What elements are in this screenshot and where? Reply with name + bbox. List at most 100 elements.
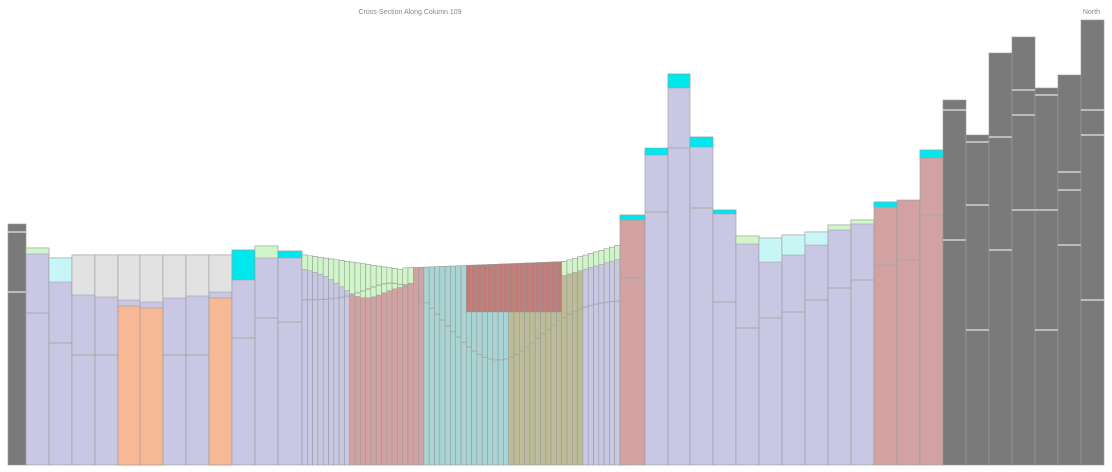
cell [598,250,605,466]
cell-band [919,149,944,159]
cell-band [603,248,610,264]
cell-band [471,264,478,313]
cell-band [735,235,760,245]
cell-band [307,255,313,271]
cell-band [402,267,409,285]
cell-band [572,258,578,273]
cell [386,267,393,466]
cell [689,136,714,466]
cell [1057,74,1082,466]
cell [418,266,425,466]
cell-band [513,263,520,313]
cell [577,256,584,466]
cell-band [609,246,615,262]
cell-band [71,254,96,296]
cell [450,265,456,466]
cell-band [598,250,605,265]
cell-band [758,237,783,263]
cell-band [587,253,594,268]
cell-band [354,262,361,297]
cell-band [667,73,691,89]
cell [117,305,142,466]
cell [7,223,27,466]
cell-band [545,261,552,313]
cell-band [497,263,504,313]
cell-band [524,262,531,313]
model-columns [7,19,1105,466]
cell-band [117,254,142,301]
cell [423,266,430,466]
cell [322,257,329,466]
cell-band [529,262,536,313]
cell [587,253,594,466]
cell [428,266,435,466]
cell-band [619,214,646,221]
cell-band [561,261,568,276]
cell-band [712,209,737,215]
cell [412,267,419,466]
cell-band [781,234,806,256]
cell [444,265,451,466]
cell-band [208,254,233,293]
cell [1034,87,1059,466]
cell [758,237,783,466]
cell-band [322,257,329,277]
cell-band [277,250,303,259]
cell-band [360,263,366,298]
cell [667,73,691,466]
cell [896,199,921,466]
cell-band [231,249,256,281]
cell-band [391,268,398,290]
cell-band [381,266,388,294]
cell-band [407,267,414,284]
cell-band [476,264,483,313]
cell [619,214,646,466]
cell-band [582,254,589,270]
direction-label: North [1083,9,1100,16]
cell-band [94,254,119,298]
cell [614,245,621,466]
cell-band [365,264,372,299]
cell [561,261,568,466]
cell-band [317,257,324,275]
cell-band [386,267,393,291]
cell [781,234,806,466]
cell [48,257,73,466]
cell [460,265,467,466]
cell [919,149,944,466]
cell [434,266,441,466]
cell [208,297,233,466]
cell-band [519,262,525,313]
cell [827,224,852,466]
cell-band [540,262,547,313]
cell [231,249,256,466]
cell-band [644,147,669,156]
cell-band [850,219,875,225]
cell-band [139,254,164,303]
cell [712,209,737,466]
cell-band [312,256,319,273]
cell-band [503,263,509,313]
cell [1080,19,1105,466]
view-title: Cross-Section Along Column 109 [358,9,461,16]
cell-band [827,224,852,231]
cell-band [508,263,515,313]
cell-band [48,257,73,283]
cell [338,260,345,466]
cell [306,255,313,466]
cell [381,266,388,466]
cell-band [185,254,210,297]
cell [317,257,324,466]
cell [571,258,578,466]
cell [25,247,50,466]
cell-band [556,261,562,313]
cell-band [344,261,350,291]
cell-band [254,245,279,259]
cell [735,235,760,466]
cell [582,254,589,466]
cell [328,258,335,466]
cell-band [873,201,898,208]
cell-band [370,265,377,298]
cell [804,231,829,466]
